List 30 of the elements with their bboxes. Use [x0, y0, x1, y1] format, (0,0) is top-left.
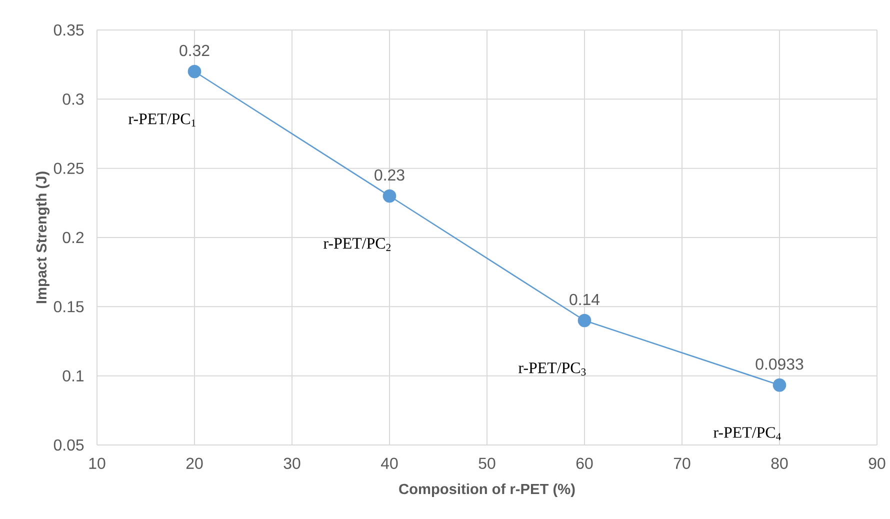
point	[772, 378, 786, 392]
x-tick-label: 30	[284, 458, 300, 469]
x-tick-label: 60	[576, 458, 593, 469]
data-label: 0.32	[180, 44, 210, 56]
annotation: r-PET/PC$_{2}$	[324, 238, 391, 251]
y-tick-label: 0.25	[54, 162, 84, 174]
y-tick-label: 0.05	[54, 439, 84, 451]
x-axis-title: Composition of r-PET (%)	[399, 483, 575, 498]
y-tick-label: 0.2	[62, 232, 84, 244]
point	[578, 314, 592, 328]
x-tick-label: 80	[771, 458, 788, 469]
y-tick-label: 0.1	[62, 370, 84, 382]
x-tick-label: 50	[478, 458, 496, 469]
x-tick-label: 70	[674, 458, 690, 469]
annotation: r-PET/PC$_{4}$	[714, 427, 781, 440]
annotation: r-PET/PC$_{1}$	[128, 114, 196, 126]
annotation: r-PET/PC$_{3}$	[518, 362, 586, 376]
data-label: 0.0933	[756, 358, 804, 370]
x-tick-label: 20	[186, 458, 203, 469]
y-tick-label: 0.35	[54, 24, 84, 36]
y-tick-label: 0.15	[54, 301, 84, 312]
y-tick-label: 0.3	[62, 94, 84, 105]
x-tick-label: 90	[868, 458, 886, 469]
x-tick-label: 10	[89, 458, 106, 469]
point	[188, 64, 202, 78]
x-tick-label: 40	[381, 458, 398, 469]
data-label: 0.23	[374, 169, 404, 181]
data-label: 0.14	[570, 294, 600, 306]
y-axis-title: Impact Strength (J)	[36, 172, 50, 304]
point	[382, 189, 396, 203]
